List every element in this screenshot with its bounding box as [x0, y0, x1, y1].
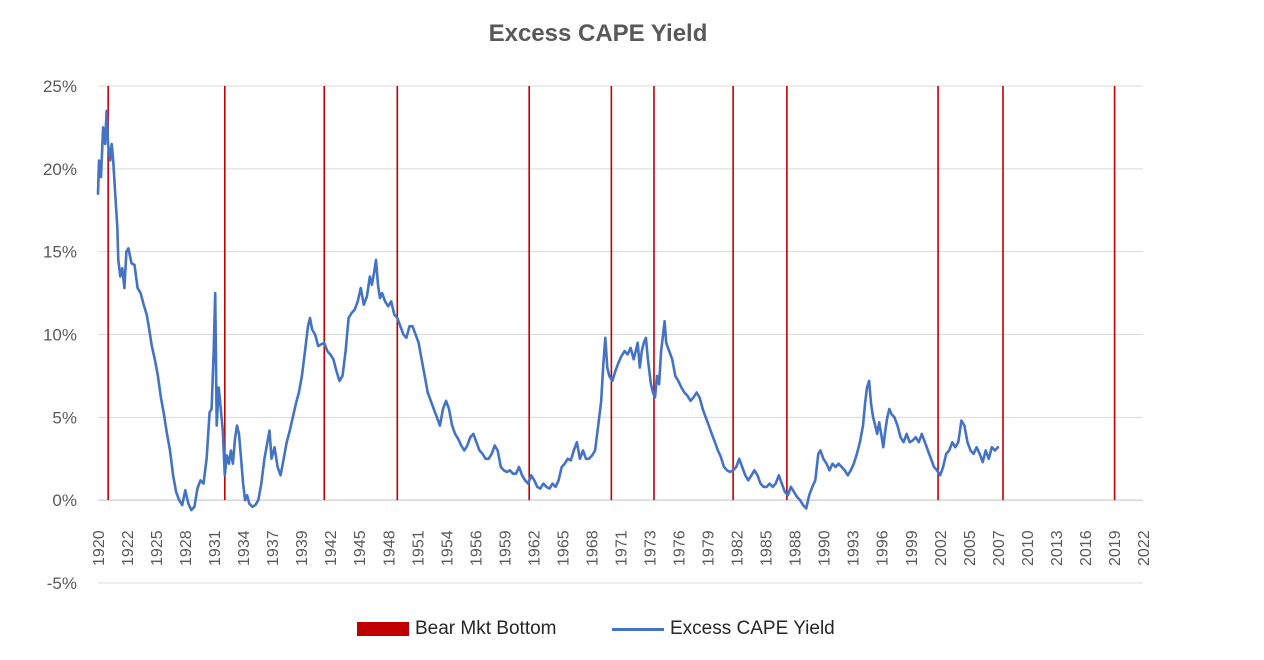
x-tick-label: 1979	[701, 530, 718, 566]
legend-label-excess-cape-yield: Excess CAPE Yield	[670, 618, 835, 639]
chart-title: Excess CAPE Yield	[488, 20, 708, 47]
x-tick-label: 1962	[526, 530, 543, 566]
y-tick-label: -5%	[47, 574, 77, 593]
x-tick-label: 1971	[614, 530, 631, 566]
legend: Bear Mkt Bottom Excess CAPE Yield	[0, 618, 1264, 644]
x-tick-label: 1999	[904, 530, 921, 566]
y-tick-label: 5%	[52, 408, 77, 427]
legend-label-bear-mkt-bottom: Bear Mkt Bottom	[415, 618, 557, 639]
x-tick-label: 2022	[1136, 530, 1153, 566]
y-tick-label: 25%	[43, 77, 77, 96]
x-tick-label: 1948	[381, 530, 398, 566]
legend-item-bear-mkt-bottom: Bear Mkt Bottom	[357, 618, 557, 640]
x-tick-label: 1965	[555, 530, 572, 566]
x-tick-label: 1934	[236, 530, 253, 566]
y-tick-label: 10%	[43, 326, 77, 345]
x-tick-label: 1939	[294, 530, 311, 566]
x-tick-label: 2010	[1020, 530, 1037, 566]
x-tick-label: 1931	[207, 530, 224, 566]
x-tick-label: 1920	[91, 530, 108, 566]
legend-item-excess-cape-yield: Excess CAPE Yield	[612, 618, 835, 640]
y-tick-label: 20%	[43, 160, 77, 179]
x-tick-label: 1959	[497, 530, 514, 566]
x-tick-label: 1942	[323, 530, 340, 566]
x-tick-label: 1982	[730, 530, 747, 566]
series-line-excess-cape-yield	[96, 109, 1000, 512]
x-tick-label: 1993	[846, 530, 863, 566]
gridlines	[98, 85, 1143, 584]
x-tick-label: 1985	[759, 530, 776, 566]
x-axis-ticks: 1920 1922 1925 1928 1931 1934 1937 1939 1942 1945…	[91, 530, 1153, 566]
x-tick-label: 1925	[149, 530, 166, 566]
x-tick-label: 1954	[439, 530, 456, 566]
excess-cape-yield-series	[96, 109, 1000, 512]
legend-swatch-excess-cape-yield	[612, 627, 664, 631]
x-tick-label: 1996	[875, 530, 892, 566]
x-tick-label: 2007	[991, 530, 1008, 566]
legend-swatch-bear-mkt-bottom	[357, 622, 409, 636]
y-axis-ticks: 25% 20% 15% 10% 5% 0% -5%	[43, 77, 77, 593]
y-tick-label: 0%	[52, 491, 77, 510]
x-tick-label: 1973	[643, 530, 660, 566]
x-tick-label: 2013	[1049, 530, 1066, 566]
x-tick-label: 2002	[933, 530, 950, 566]
x-tick-label: 1922	[120, 530, 137, 566]
y-tick-label: 15%	[43, 243, 77, 262]
x-tick-label: 2016	[1078, 530, 1095, 566]
x-tick-label: 1951	[410, 530, 427, 566]
x-tick-label: 1990	[817, 530, 834, 566]
x-tick-label: 1968	[584, 530, 601, 566]
x-tick-label: 1988	[788, 530, 805, 566]
bear-market-bottom-bars	[107, 86, 1116, 501]
x-tick-label: 1945	[352, 530, 369, 566]
x-tick-label: 1956	[468, 530, 485, 566]
x-tick-label: 1928	[178, 530, 195, 566]
x-tick-label: 1937	[265, 530, 282, 566]
x-tick-label: 1976	[672, 530, 689, 566]
x-tick-label: 2005	[962, 530, 979, 566]
x-tick-label: 2019	[1107, 530, 1124, 566]
